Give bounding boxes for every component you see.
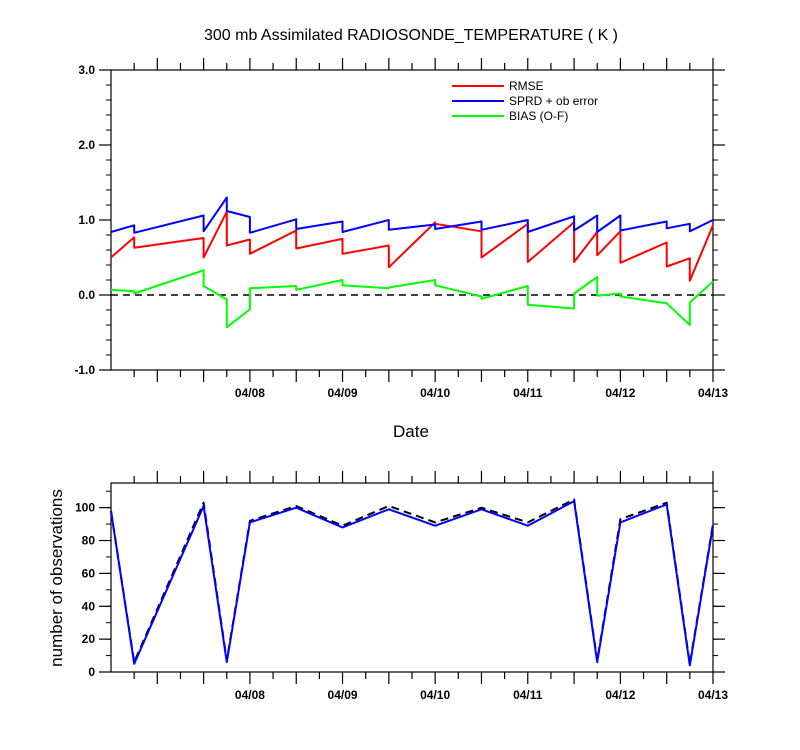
series-line-rmse — [110, 210, 714, 282]
y-tick-label: 20 — [82, 632, 96, 646]
x-tick-label: 04/12 — [605, 688, 635, 702]
x-tick-label: 04/10 — [420, 688, 450, 702]
x-tick-label: 04/09 — [328, 386, 358, 400]
y-tick-label: -1.0 — [74, 363, 95, 377]
legend-label: RMSE — [509, 79, 544, 93]
x-tick-label: 04/12 — [605, 386, 635, 400]
y-tick-label: 1.0 — [78, 213, 95, 227]
x-tick-label: 04/11 — [513, 386, 543, 400]
x-tick-label: 04/08 — [235, 688, 265, 702]
series-line-1 — [110, 498, 714, 665]
x-tick-label: 04/13 — [698, 688, 728, 702]
legend-label: SPRD + ob error — [509, 94, 598, 108]
y-tick-label: 0.0 — [78, 288, 95, 302]
series-line-bias-o-f — [110, 269, 714, 329]
x-axis-title: Date — [393, 422, 429, 441]
chart-title: 300 mb Assimilated RADIOSONDE_TEMPERATUR… — [204, 27, 618, 44]
plot-frame — [110, 69, 714, 371]
y-tick-label: 3.0 — [78, 63, 95, 77]
top-chart: 04/08 04/09 04/10 04/11 04/12 04/13 -1.0 0.0 1.0… — [74, 58, 728, 400]
y-tick-label: 40 — [82, 599, 96, 613]
y-tick-label: 60 — [82, 566, 96, 580]
y-axis-title-observations: number of observations — [47, 489, 66, 667]
bottom-chart: 04/08 04/09 04/10 04/11 04/12 04/13 0 20 40 60 80 1… — [75, 471, 728, 702]
x-tick-label: 04/10 — [420, 386, 450, 400]
x-tick-label: 04/11 — [513, 688, 543, 702]
x-tick-label: 04/13 — [698, 386, 728, 400]
y-tick-label: 100 — [75, 501, 95, 515]
legend-label: BIAS (O-F) — [509, 109, 568, 123]
series-line-sprd-ob-error — [110, 196, 714, 234]
y-tick-label: 2.0 — [78, 138, 95, 152]
x-tick-label: 04/09 — [328, 688, 358, 702]
y-tick-label: 0 — [88, 665, 95, 679]
x-tick-label: 04/08 — [235, 386, 265, 400]
series-line-2 — [110, 500, 714, 667]
y-tick-label: 80 — [82, 534, 96, 548]
